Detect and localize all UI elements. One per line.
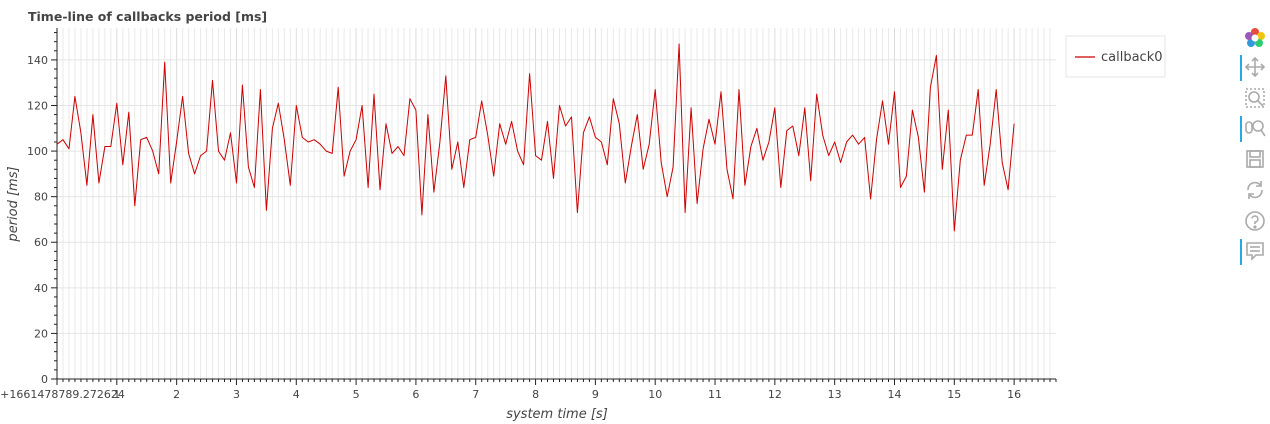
y-tick-label: 80: [34, 191, 48, 204]
x-tick-label: 9: [592, 388, 599, 401]
y-tick-label: 40: [34, 282, 48, 295]
y-tick-label: 20: [34, 327, 48, 340]
x-tick-label: 7: [472, 388, 479, 401]
x-tick-label: 13: [828, 388, 842, 401]
hover-icon: [1246, 242, 1264, 261]
axes: [51, 28, 1057, 385]
x-tick-label: 14: [887, 388, 901, 401]
x-tick-label: 3: [233, 388, 240, 401]
x-tick-label: 12: [768, 388, 782, 401]
chart: Time-line of callbacks period [ms] 02040…: [0, 9, 1166, 422]
help-tool[interactable]: [1240, 207, 1270, 235]
grid: [57, 28, 1056, 379]
x-tick-label: 5: [353, 388, 360, 401]
x-tick-label: 10: [648, 388, 662, 401]
y-tick-label: 120: [27, 99, 48, 112]
save-tool[interactable]: [1240, 145, 1270, 173]
x-tick-label: 11: [708, 388, 722, 401]
x-tick-label: 6: [412, 388, 419, 401]
chart-title: Time-line of callbacks period [ms]: [28, 9, 267, 24]
series-layer: [56, 43, 1015, 232]
bokeh-logo[interactable]: [1240, 24, 1270, 52]
box-zoom-tool[interactable]: [1240, 84, 1270, 112]
plot-area[interactable]: [57, 28, 1056, 379]
reset-tool[interactable]: [1240, 176, 1270, 204]
hover-tool[interactable]: [1240, 237, 1270, 265]
series-line-callback0: [56, 43, 1015, 232]
x-tick-label: 15: [947, 388, 961, 401]
x-tick-label: 1: [113, 388, 120, 401]
legend-label: callback0: [1101, 50, 1163, 65]
bokeh-logo-icon: [1245, 28, 1265, 47]
x-tick-label: 16: [1007, 388, 1021, 401]
y-tick-label: 0: [41, 373, 48, 386]
y-tick-label: 100: [27, 145, 48, 158]
y-tick-label: 140: [27, 54, 48, 67]
y-tick-label: 60: [34, 236, 48, 249]
y-axis-label: period [ms]: [6, 166, 21, 242]
x-axis-label: system time [s]: [506, 407, 608, 422]
legend[interactable]: callback0: [1065, 35, 1166, 78]
pan-tool[interactable]: [1240, 53, 1270, 81]
x-tick-label: 8: [532, 388, 539, 401]
pan-icon: [1244, 56, 1266, 78]
save-icon: [1246, 150, 1264, 168]
help-icon: [1245, 211, 1265, 231]
wheel-zoom-tool[interactable]: [1240, 114, 1270, 142]
x-tick-offset-label: 0+1661478789.272624: [0, 388, 125, 401]
wheel-zoom-icon: [1245, 120, 1266, 137]
x-tick-label: 2: [173, 388, 180, 401]
toolbar: [1240, 24, 1270, 274]
x-tick-label: 4: [293, 388, 300, 401]
box-zoom-icon: [1245, 88, 1265, 108]
reset-icon: [1247, 181, 1263, 199]
